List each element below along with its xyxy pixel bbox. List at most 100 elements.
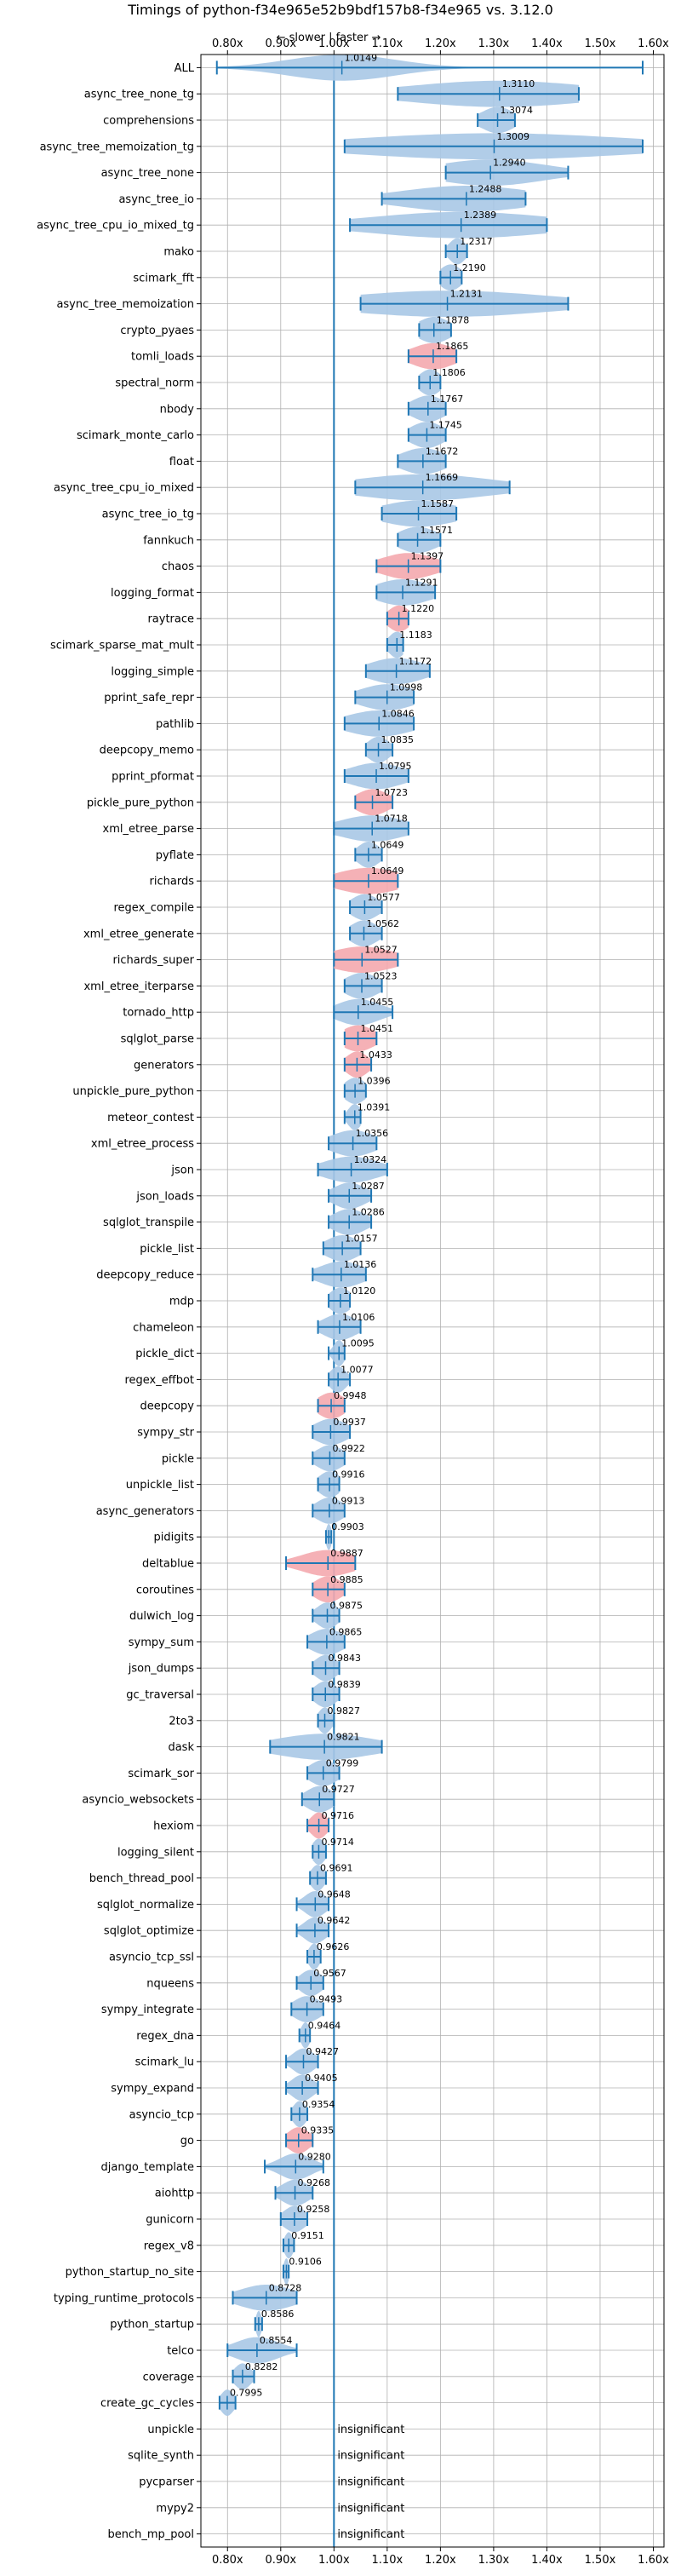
x-tick-label-top: 1.30x xyxy=(478,37,510,50)
value-label: 1.1669 xyxy=(426,472,459,483)
benchmark-label: json xyxy=(170,1164,194,1177)
value-label: 1.2317 xyxy=(460,236,493,247)
insignificant-label: insignificant xyxy=(337,2528,404,2541)
benchmark-label: asyncio_tcp xyxy=(129,2108,194,2121)
value-label: 1.0649 xyxy=(371,865,404,877)
benchmark-label: sqlite_synth xyxy=(128,2450,194,2463)
value-label: 0.9642 xyxy=(318,1915,351,1926)
benchmark-label: logging_silent xyxy=(117,1846,194,1859)
benchmark-label: scimark_lu xyxy=(135,2056,194,2069)
benchmark-label: nbody xyxy=(160,403,195,416)
x-tick-label-top: 0.90x xyxy=(265,37,296,50)
value-label: 1.0998 xyxy=(390,682,423,693)
value-label: 0.9427 xyxy=(306,2046,339,2057)
benchmark-label: mdp xyxy=(169,1296,194,1308)
value-label: 1.0095 xyxy=(341,1338,375,1349)
benchmark-label: bench_mp_pool xyxy=(107,2528,194,2541)
benchmark-label: logging_simple xyxy=(111,665,194,678)
benchmark-label: raytrace xyxy=(147,613,194,626)
grid-layer xyxy=(201,55,664,2547)
benchmark-label: async_tree_io xyxy=(118,193,194,206)
value-label: 0.9493 xyxy=(310,1994,343,2005)
value-label: 0.9405 xyxy=(305,2073,338,2084)
value-label: 0.7995 xyxy=(230,2388,263,2399)
benchmark-label: python_startup xyxy=(110,2319,194,2332)
benchmark-label: gc_traversal xyxy=(126,1689,194,1702)
x-tick-label-bottom: 1.30x xyxy=(478,2554,510,2567)
value-label: 1.0356 xyxy=(356,1128,389,1139)
benchmark-label: telco xyxy=(167,2345,194,2358)
value-label: 1.2940 xyxy=(493,158,526,169)
value-label: 1.1587 xyxy=(421,498,455,509)
value-label: 1.0451 xyxy=(361,1023,394,1034)
benchmark-label: scimark_fft xyxy=(133,272,194,285)
benchmark-label: pprint_pformat xyxy=(112,771,194,784)
value-label: 1.1291 xyxy=(405,577,438,588)
benchmark-label: async_tree_cpu_io_mixed xyxy=(54,482,194,495)
plot-frame xyxy=(200,54,665,2548)
benchmark-label: regex_v8 xyxy=(144,2240,194,2252)
benchmark-label: xml_etree_generate xyxy=(83,928,194,940)
insignificant-label: insignificant xyxy=(337,2476,404,2489)
value-label: 1.2389 xyxy=(464,210,497,221)
benchmark-label: dulwich_log xyxy=(129,1610,194,1623)
value-label: 1.1220 xyxy=(402,603,435,614)
value-label: 0.9151 xyxy=(291,2230,324,2241)
value-label: 0.9827 xyxy=(328,1705,361,1716)
value-label: 0.8728 xyxy=(269,2282,302,2293)
value-label: 1.0391 xyxy=(358,1101,391,1113)
benchmark-label: coroutines xyxy=(136,1584,194,1596)
value-label: 0.9354 xyxy=(302,2099,335,2110)
benchmark-label: sqlglot_normalize xyxy=(97,1899,194,1912)
axis-layer: 0.80x 0.80x 0.90x 0.90x 1.00x 1.00x 1.10x 1.10x… xyxy=(37,37,669,2567)
benchmark-label: dask xyxy=(168,1741,194,1754)
value-label: 1.0396 xyxy=(358,1076,391,1087)
benchmark-label: pprint_safe_repr xyxy=(104,692,194,704)
benchmark-label: ALL xyxy=(175,62,195,75)
benchmark-label: xml_etree_iterparse xyxy=(83,980,194,993)
x-tick-label-bottom: 1.20x xyxy=(425,2554,456,2567)
benchmark-label: unpickle_pure_python xyxy=(72,1085,194,1098)
benchmark-label: richards xyxy=(150,876,195,888)
value-label: 1.2190 xyxy=(453,262,486,273)
value-label: 1.3074 xyxy=(501,105,534,116)
value-label: 1.0723 xyxy=(375,787,409,798)
benchmark-label: unpickle_list xyxy=(126,1479,194,1492)
value-label: 1.1806 xyxy=(432,367,466,378)
benchmark-label: aiohttp xyxy=(155,2188,194,2200)
value-label: 1.1571 xyxy=(421,525,453,536)
value-label: 0.9875 xyxy=(330,1601,363,1612)
benchmark-label: fannkuch xyxy=(143,534,194,547)
benchmark-label: nqueens xyxy=(146,1977,194,1990)
benchmark-label: pathlib xyxy=(156,718,194,731)
value-label: 0.9839 xyxy=(328,1679,361,1690)
value-label: 0.9937 xyxy=(333,1417,366,1428)
benchmark-label: sympy_expand xyxy=(111,2083,194,2096)
benchmark-label: chaos xyxy=(162,561,194,573)
value-label: 0.8282 xyxy=(245,2361,278,2372)
value-label: 1.1172 xyxy=(399,656,432,667)
x-tick-label-top: 1.40x xyxy=(531,37,563,50)
value-label: 1.1397 xyxy=(411,551,444,562)
x-tick-label-bottom: 1.00x xyxy=(318,2554,350,2567)
benchmark-label: pickle_pure_python xyxy=(87,796,194,809)
benchmark-label: sqlglot_transpile xyxy=(103,1216,194,1229)
benchmark-label: sqlglot_optimize xyxy=(104,1925,194,1938)
value-label: 0.9727 xyxy=(322,1784,355,1795)
benchmark-label: async_tree_cpu_io_mixed_tg xyxy=(37,220,194,233)
value-label: 0.9843 xyxy=(329,1653,362,1664)
benchmark-label: async_generators xyxy=(96,1505,195,1518)
value-label: 1.0562 xyxy=(366,918,399,929)
benchmark-label: sqlglot_parse xyxy=(121,1033,194,1046)
value-label: 1.0649 xyxy=(371,839,404,850)
x-tick-label-top: 1.60x xyxy=(638,37,669,50)
value-label: 1.1183 xyxy=(399,630,432,641)
value-label: 0.9903 xyxy=(331,1521,364,1532)
x-tick-label-top: 1.20x xyxy=(425,37,456,50)
value-label: 0.9913 xyxy=(332,1495,365,1506)
value-label: 1.1745 xyxy=(429,420,461,431)
benchmark-label: deltablue xyxy=(142,1558,194,1571)
value-label: 1.0523 xyxy=(364,970,398,981)
